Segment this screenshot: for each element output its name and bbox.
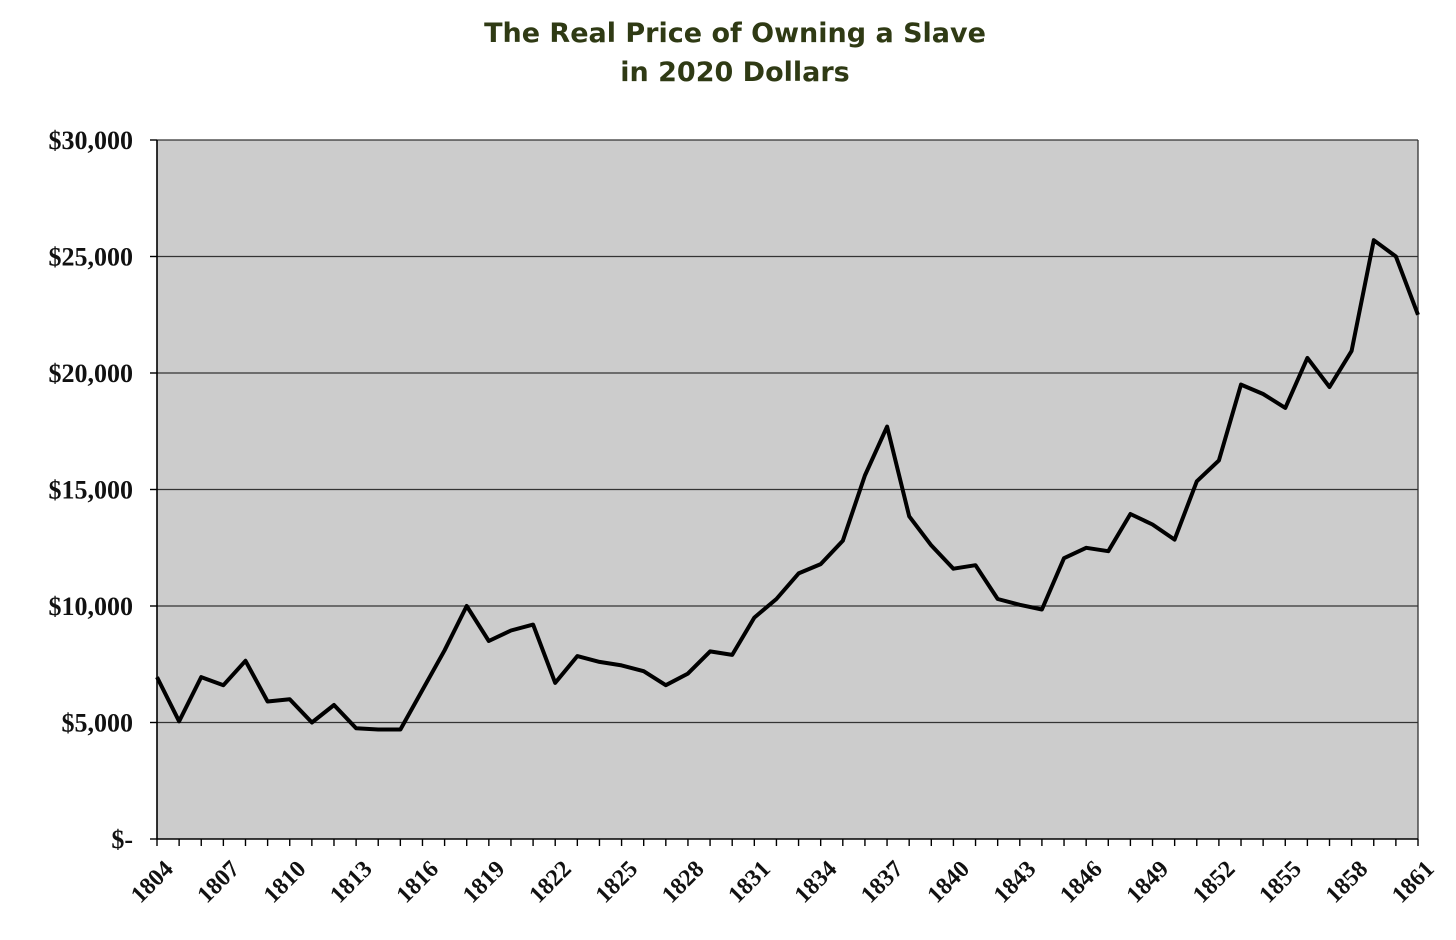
x-tick-label: 1840 [923, 856, 975, 908]
data-point [354, 726, 358, 730]
data-point [310, 721, 314, 725]
data-point [531, 623, 535, 627]
data-point [1106, 549, 1110, 553]
gridlines [157, 139, 1419, 839]
data-point [243, 659, 247, 663]
x-tick-label: 1822 [524, 856, 576, 908]
data-point [974, 563, 978, 567]
data-point [155, 675, 159, 679]
y-tick-label: $10,000 [49, 592, 134, 621]
data-point [708, 649, 712, 653]
x-tick-label: 1846 [1055, 856, 1107, 908]
x-tick-label: 1804 [126, 856, 178, 908]
data-point [642, 669, 646, 673]
x-tick-label: 1837 [856, 856, 908, 908]
y-tick-label: $30,000 [49, 126, 134, 155]
data-point [951, 567, 955, 571]
x-tick-label: 1831 [724, 856, 776, 908]
data-point [664, 683, 668, 687]
data-point [487, 639, 491, 643]
data-point [1173, 538, 1177, 542]
data-point [1261, 392, 1265, 396]
data-point [620, 663, 624, 667]
x-tick-label: 1834 [790, 856, 842, 908]
data-point [797, 571, 801, 575]
data-point [1151, 522, 1155, 526]
data-point [1394, 255, 1398, 259]
data-point [1084, 546, 1088, 550]
data-point [1283, 406, 1287, 410]
x-tick-label: 1825 [591, 856, 643, 908]
data-point [686, 672, 690, 676]
x-tick-label: 1855 [1254, 856, 1306, 908]
data-point [863, 474, 867, 478]
data-point [752, 616, 756, 620]
data-point [376, 727, 380, 731]
x-tick-label: 1843 [989, 856, 1041, 908]
data-point [199, 675, 203, 679]
chart-title-line-2: in 2020 Dollars [620, 57, 850, 88]
x-tick-label: 1858 [1321, 856, 1373, 908]
data-point [1416, 313, 1420, 317]
x-axis-ticks: 1804 1807 1810 1813 1816 1819 1822 1825 1828 1831… [126, 839, 1440, 908]
data-point [420, 688, 424, 692]
data-point [1239, 383, 1243, 387]
y-tick-label: $25,000 [49, 243, 134, 272]
data-point [1062, 556, 1066, 560]
y-tick-label: $- [111, 825, 133, 854]
x-tick-label: 1816 [392, 856, 444, 908]
data-point [398, 727, 402, 731]
y-tick-label: $20,000 [49, 359, 134, 388]
data-point [929, 543, 933, 547]
y-tick-label: $5,000 [62, 709, 134, 738]
data-point [907, 514, 911, 518]
data-point [996, 597, 1000, 601]
data-point [1372, 238, 1376, 242]
x-tick-label: 1807 [193, 856, 245, 908]
data-point [730, 653, 734, 657]
data-point [177, 719, 181, 723]
data-point [288, 697, 292, 701]
y-axis-ticks: $- $5,000 $10,000 $15,000 $20,000 $25,000 $30,… [49, 126, 157, 854]
data-point [509, 628, 513, 632]
x-tick-label: 1849 [1122, 856, 1174, 908]
data-point [1018, 603, 1022, 607]
data-point [266, 700, 270, 704]
data-point [1128, 512, 1132, 516]
data-point [1350, 349, 1354, 353]
data-point [575, 654, 579, 658]
data-point [1328, 385, 1332, 389]
data-point [1195, 479, 1199, 483]
data-point [819, 562, 823, 566]
x-tick-label: 1810 [259, 856, 311, 908]
series-line [155, 238, 1420, 732]
x-tick-label: 1852 [1188, 856, 1240, 908]
data-point [597, 660, 601, 664]
data-point [885, 425, 889, 429]
data-point [1305, 356, 1309, 360]
data-point [774, 597, 778, 601]
x-tick-label: 1813 [325, 856, 377, 908]
data-point [332, 703, 336, 707]
x-tick-label: 1861 [1387, 856, 1439, 908]
chart-title: The Real Price of Owning a Slave in 2020… [0, 14, 1456, 92]
data-point [1040, 607, 1044, 611]
y-tick-label: $15,000 [49, 476, 134, 505]
data-point [553, 681, 557, 685]
x-tick-label: 1828 [657, 856, 709, 908]
data-point [221, 683, 225, 687]
data-point [1217, 458, 1221, 462]
data-point [841, 539, 845, 543]
chart-title-line-1: The Real Price of Owning a Slave [484, 18, 986, 49]
data-point [465, 604, 469, 608]
x-tick-label: 1819 [458, 856, 510, 908]
data-point [443, 648, 447, 652]
